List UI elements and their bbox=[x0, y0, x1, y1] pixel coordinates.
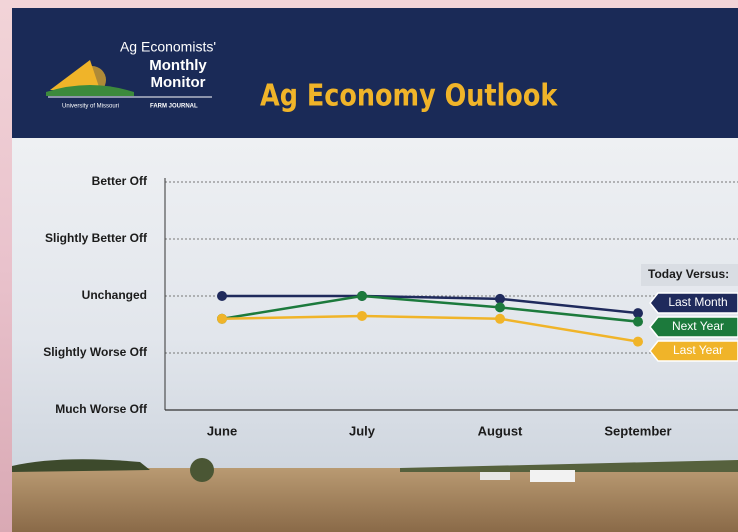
legend-title: Today Versus: bbox=[648, 267, 729, 281]
data-point bbox=[495, 313, 505, 324]
chart-title: Ag Economy Outlook bbox=[260, 78, 559, 114]
legend-title-box bbox=[641, 264, 738, 286]
data-point bbox=[217, 291, 227, 301]
field bbox=[12, 468, 738, 532]
series-line bbox=[221, 314, 639, 343]
treeline bbox=[400, 460, 738, 472]
data-point bbox=[495, 302, 505, 313]
y-tick-label: Slightly Worse Off bbox=[43, 345, 148, 359]
logo-text: Monitor bbox=[151, 74, 206, 91]
tree bbox=[190, 458, 214, 482]
chart-panel bbox=[12, 138, 738, 468]
y-tick-label: Slightly Better Off bbox=[45, 231, 148, 245]
data-point bbox=[495, 293, 505, 304]
data-point bbox=[217, 313, 227, 324]
treeline bbox=[12, 459, 150, 472]
partner-text: FARM JOURNAL bbox=[150, 104, 198, 110]
x-tick-label: June bbox=[207, 423, 237, 438]
x-tick-label: September bbox=[604, 423, 671, 438]
data-point bbox=[633, 308, 643, 319]
legend-label: Next Year bbox=[672, 319, 724, 333]
y-tick-label: Much Worse Off bbox=[55, 402, 148, 416]
farm-building bbox=[530, 470, 575, 482]
partner-text: University of Missouri bbox=[62, 104, 119, 110]
legend-box bbox=[649, 316, 738, 338]
y-tick-label: Unchanged bbox=[82, 288, 147, 302]
series-line bbox=[222, 294, 639, 315]
logo-field bbox=[46, 85, 134, 96]
header-band bbox=[12, 8, 738, 138]
x-tick-label: July bbox=[349, 423, 376, 438]
y-tick-label: Better Off bbox=[92, 174, 148, 188]
legend-label: Last Month bbox=[668, 295, 727, 309]
logo-text: Ag Economists' bbox=[120, 39, 216, 55]
series-line bbox=[221, 294, 639, 323]
farm-building bbox=[480, 472, 510, 480]
legend-box bbox=[649, 292, 738, 314]
legend-label: Last Year bbox=[673, 343, 723, 357]
data-point bbox=[357, 310, 367, 321]
x-tick-label: August bbox=[478, 423, 523, 438]
legend-box bbox=[649, 340, 738, 362]
logo-text: Monthly bbox=[149, 57, 207, 74]
data-point bbox=[633, 316, 643, 327]
data-point bbox=[633, 336, 643, 347]
data-point bbox=[357, 291, 367, 301]
